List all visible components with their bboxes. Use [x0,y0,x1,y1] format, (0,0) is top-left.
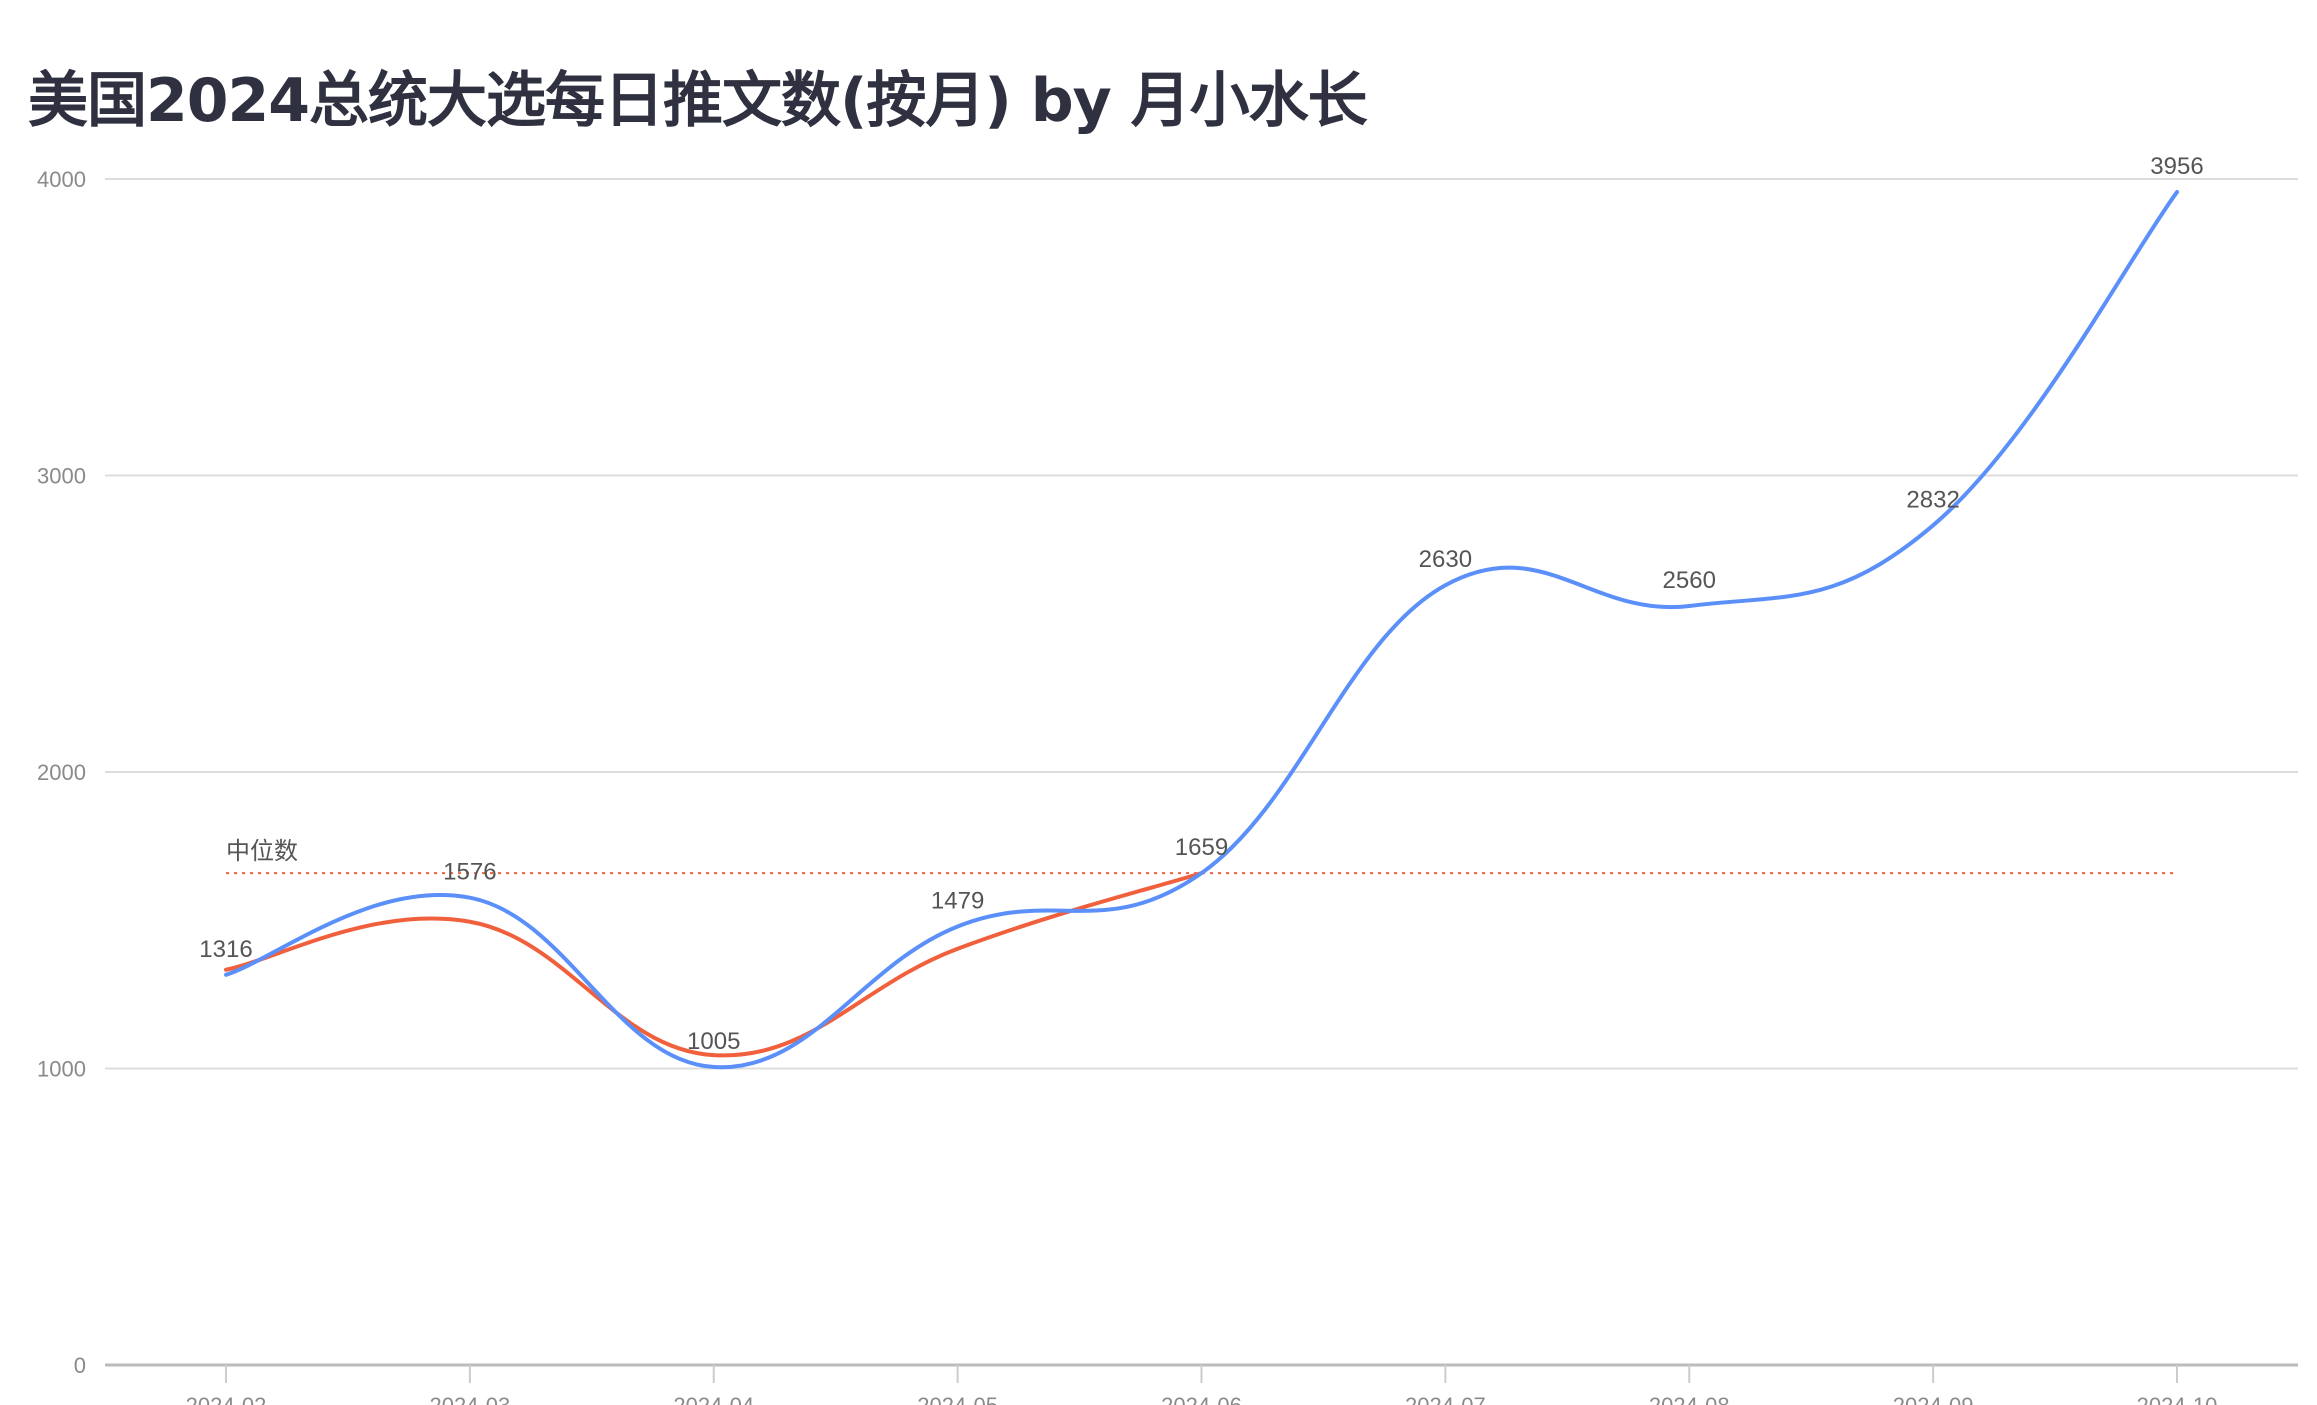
x-tick-label: 2024-08 [1649,1393,1730,1405]
y-tick-label: 3000 [37,464,86,489]
x-tick-label: 2024-06 [1161,1393,1242,1405]
x-tick-label: 2024-09 [1893,1393,1974,1405]
data-label: 1479 [931,887,984,914]
x-tick-label: 2024-05 [917,1393,998,1405]
x-tick-label: 2024-07 [1405,1393,1486,1405]
y-tick-label: 4000 [37,167,86,192]
data-label: 1316 [199,936,252,963]
x-tick-label: 2024-02 [186,1393,267,1405]
x-tick-label: 2024-04 [673,1393,754,1405]
data-label: 3956 [2150,153,2203,180]
data-label: 2560 [1663,567,1716,594]
y-tick-label: 2000 [37,760,86,785]
data-label: 1576 [443,859,496,886]
data-label: 1659 [1175,834,1228,861]
data-label: 1005 [687,1028,740,1055]
data-label: 2832 [1906,486,1959,513]
chart-title: 美国2024总统大选每日推文数(按月) by 月小水长 [28,66,1368,136]
x-tick-label: 2024-03 [430,1393,511,1405]
x-tick-label: 2024-10 [2137,1393,2218,1405]
series-line [224,871,1204,1058]
y-tick-label: 1000 [37,1057,86,1082]
median-label: 中位数 [226,838,298,865]
y-tick-label: 0 [74,1353,86,1378]
data-label: 2630 [1419,546,1472,573]
series-line [224,190,2179,1070]
